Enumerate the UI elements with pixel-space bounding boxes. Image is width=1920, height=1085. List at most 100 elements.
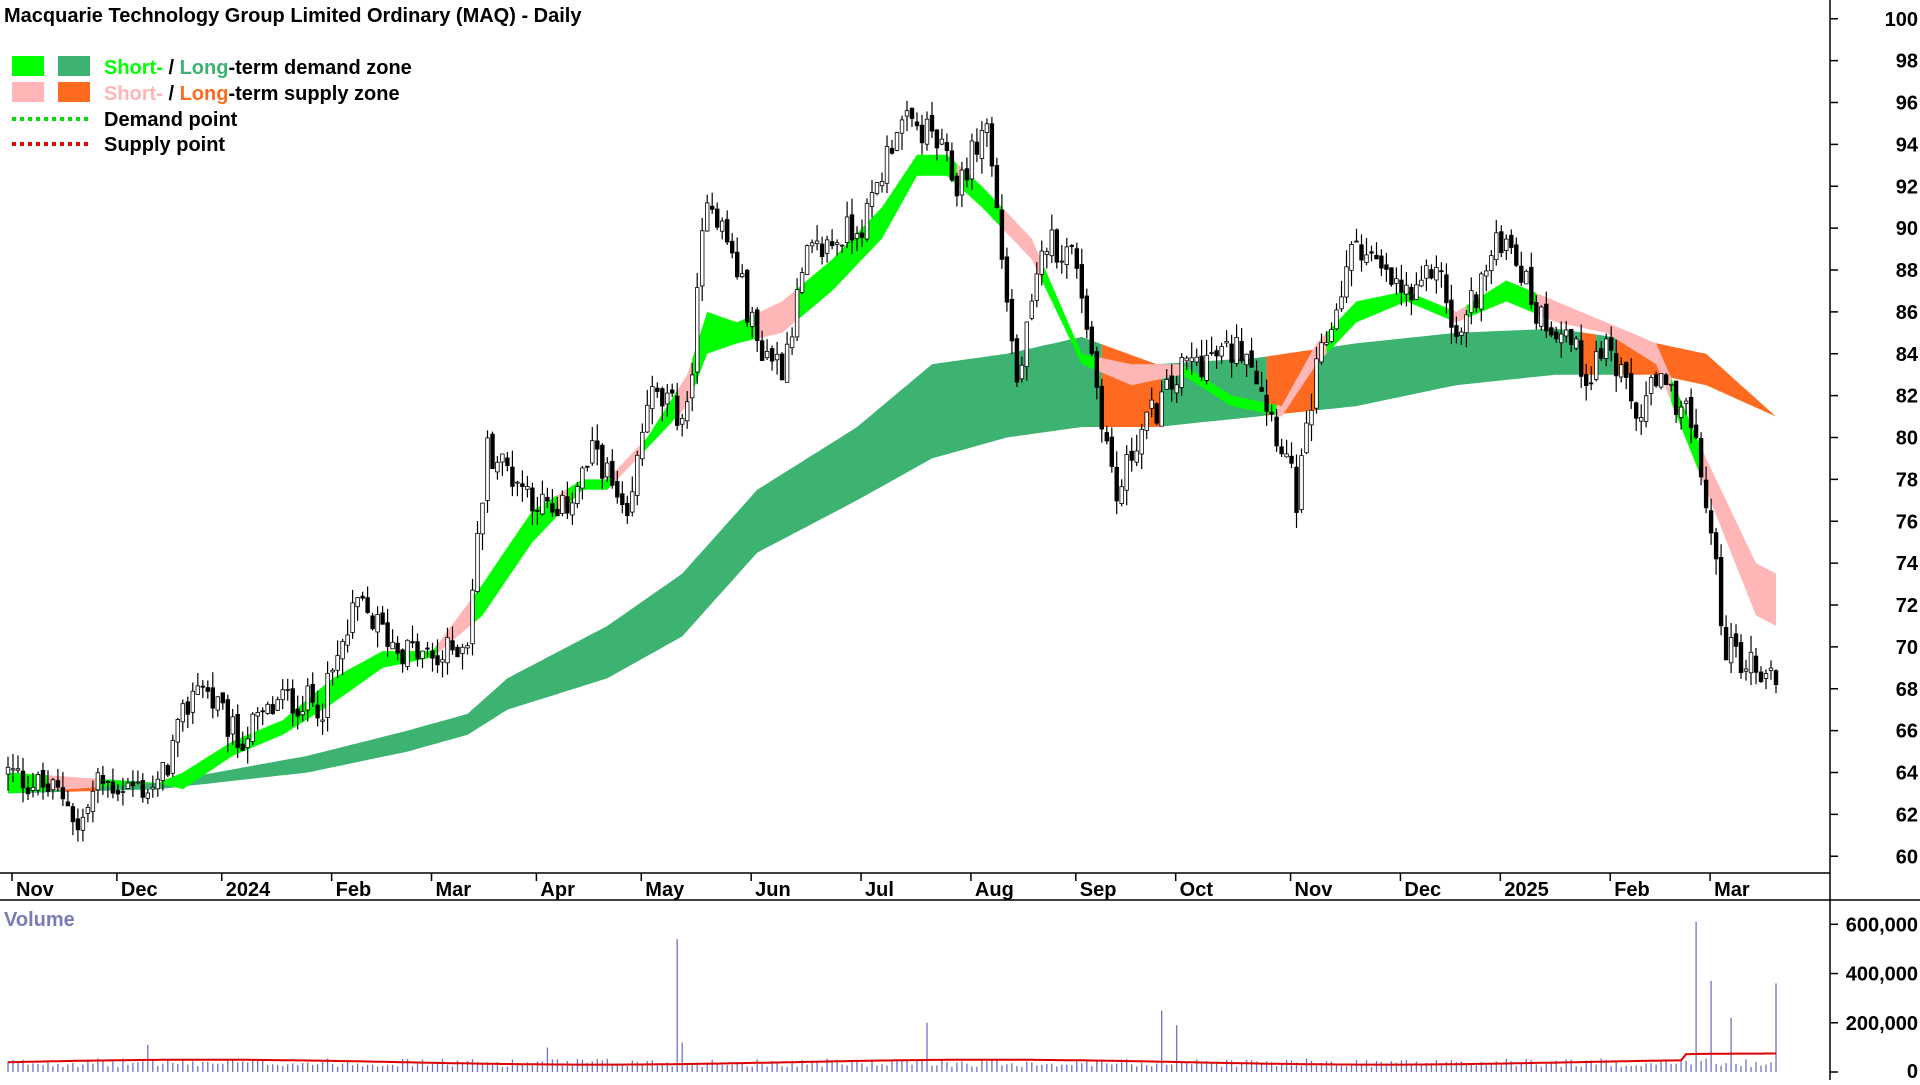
candle-body	[1014, 338, 1020, 383]
candle-body	[1733, 633, 1739, 647]
candle-body	[1034, 273, 1039, 301]
candle-body	[400, 649, 405, 665]
candle-body	[25, 787, 31, 795]
candle-body	[1499, 231, 1504, 254]
candle-body	[1494, 232, 1499, 261]
candle-body	[1294, 466, 1299, 513]
candle-body	[1269, 411, 1274, 415]
candle-body	[1399, 279, 1404, 293]
candle-body	[60, 787, 66, 800]
candle-body	[40, 770, 46, 788]
candle-body	[1344, 266, 1349, 298]
candle-body	[909, 107, 915, 119]
candle-body	[1124, 454, 1129, 491]
long-term-zone-supply	[1581, 332, 1597, 375]
candle-body	[755, 309, 760, 341]
candle-body	[1688, 396, 1694, 429]
candle-body	[210, 687, 215, 709]
candle-body	[660, 388, 665, 407]
candle-body	[705, 202, 710, 232]
candle-body	[1369, 251, 1374, 254]
candle-body	[789, 336, 795, 349]
candle-body	[715, 208, 720, 228]
candle-body	[1653, 374, 1659, 387]
candle-body	[759, 340, 765, 361]
candle-body	[590, 440, 595, 464]
legend-demand-zone: Short- / Long-term demand zone	[104, 57, 412, 79]
candle-body	[1569, 328, 1574, 345]
candle-body	[235, 714, 240, 748]
candle-body	[829, 241, 835, 247]
x-tick-label: Feb	[1614, 879, 1650, 901]
y-tick-label: 98	[1896, 51, 1918, 73]
candle-body	[854, 233, 860, 239]
candle-body	[50, 779, 56, 791]
candle-body	[195, 685, 200, 695]
candle-body	[1164, 379, 1169, 390]
short-term-zone-supply	[757, 288, 798, 339]
candle-body	[720, 220, 725, 232]
y-tick-label: 72	[1896, 595, 1918, 617]
candle-body	[929, 115, 935, 132]
candle-body	[1009, 298, 1015, 342]
y-tick-label: 84	[1896, 344, 1919, 366]
short-term-zone-supply	[677, 359, 693, 417]
candle-body	[20, 770, 26, 789]
candle-body	[954, 175, 960, 197]
candle-body	[949, 150, 955, 181]
x-tick-label: Nov	[1295, 879, 1334, 901]
volume-tick-label: 200,000	[1846, 1013, 1918, 1035]
candle-body	[565, 496, 570, 514]
y-tick-label: 78	[1896, 469, 1918, 491]
candle-body	[1129, 450, 1134, 461]
short-term-zone-supply	[1451, 305, 1467, 323]
y-tick-label: 86	[1896, 302, 1918, 324]
candle-body	[410, 641, 415, 644]
candle-body	[1224, 340, 1229, 344]
candle-body	[1484, 270, 1489, 277]
candle-body	[170, 740, 175, 774]
candle-body	[30, 787, 36, 791]
candle-body	[799, 272, 805, 293]
candle-body	[979, 129, 985, 159]
candle-body	[1064, 246, 1069, 265]
candle-body	[325, 673, 330, 719]
legend-swatch-short-supply	[12, 82, 44, 102]
candle-body	[130, 781, 136, 787]
legend: Short- / Long-term demand zone Short- / …	[12, 56, 412, 156]
candle-body	[894, 132, 900, 151]
candle-body	[1743, 668, 1749, 672]
candle-body	[804, 245, 810, 275]
candle-body	[1059, 260, 1064, 263]
candle-body	[1199, 355, 1204, 378]
short-term-zone-demand	[1671, 377, 1702, 478]
candle-body	[335, 655, 340, 671]
candle-body	[550, 502, 555, 513]
candle-body	[1504, 238, 1509, 252]
candle-body	[1279, 446, 1284, 455]
candle-body	[824, 239, 830, 254]
candle-body	[175, 719, 180, 743]
candle-body	[735, 251, 740, 278]
candle-body	[899, 119, 905, 134]
candle-body	[1404, 284, 1409, 295]
candle-body	[380, 612, 385, 625]
candle-body	[215, 696, 220, 711]
candle-body	[1464, 314, 1469, 334]
candle-body	[784, 343, 790, 383]
x-tick-label: 2025	[1504, 879, 1549, 901]
candle-body	[570, 502, 575, 516]
candle-body	[774, 353, 780, 361]
candle-body	[974, 141, 980, 155]
candle-body	[540, 493, 545, 515]
candle-body	[769, 348, 775, 362]
short-term-zone-supply	[1276, 332, 1327, 417]
candle-body	[869, 192, 875, 207]
x-tick-label: Sep	[1080, 879, 1117, 901]
candle-body	[305, 685, 310, 711]
candle-body	[1334, 309, 1339, 330]
candle-body	[95, 772, 101, 791]
candle-body	[1409, 286, 1414, 301]
candle-body	[1374, 254, 1379, 260]
